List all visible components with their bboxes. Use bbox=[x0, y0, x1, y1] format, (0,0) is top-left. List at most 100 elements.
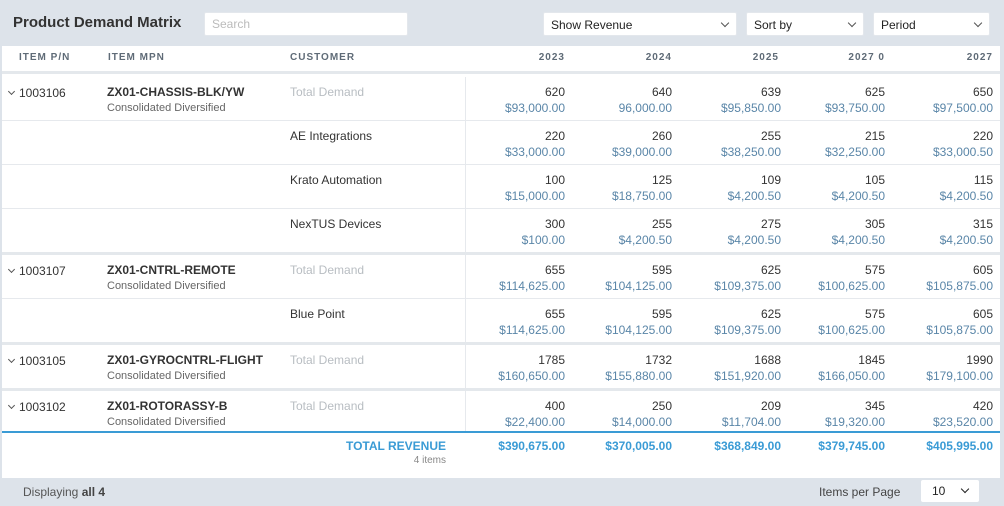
chevron-down-icon[interactable] bbox=[7, 355, 16, 364]
table-row[interactable]: 1003107 ZX01-CNTRL-REMOTE Consolidated D… bbox=[2, 255, 1000, 299]
revenue-value: $93,750.00 bbox=[824, 101, 885, 115]
revenue-value: $4,200.50 bbox=[727, 233, 781, 247]
quantity-value: 655 bbox=[544, 263, 565, 277]
column-header-year[interactable]: 2027 bbox=[966, 52, 993, 63]
item-mpn: ZX01-ROTORASSY-B bbox=[107, 399, 228, 413]
chevron-down-icon bbox=[960, 484, 970, 494]
quantity-value: 605 bbox=[972, 263, 993, 277]
item-vendor: Consolidated Diversified bbox=[107, 416, 226, 428]
item-pn-cell[interactable]: 1003105 bbox=[7, 354, 66, 368]
revenue-value: $19,320.00 bbox=[824, 415, 885, 429]
chevron-down-icon bbox=[720, 18, 730, 28]
period-select[interactable]: Period bbox=[873, 12, 990, 36]
revenue-value: $23,520.00 bbox=[932, 415, 993, 429]
page-size-select[interactable]: 10 bbox=[921, 480, 979, 502]
quantity-value: 315 bbox=[972, 217, 993, 231]
search-input[interactable] bbox=[204, 12, 408, 36]
revenue-value: $104,125.00 bbox=[605, 323, 672, 337]
quantity-value: 625 bbox=[760, 307, 781, 321]
revenue-value: $4,200.50 bbox=[939, 233, 993, 247]
customer-name: Krato Automation bbox=[290, 173, 383, 187]
quantity-value: 1688 bbox=[754, 353, 781, 367]
measure-select-label: Show Revenue bbox=[551, 18, 633, 32]
sort-select[interactable]: Sort by bbox=[746, 12, 864, 36]
measure-select[interactable]: Show Revenue bbox=[543, 12, 737, 36]
column-divider bbox=[465, 121, 466, 164]
item-vendor: Consolidated Diversified bbox=[107, 370, 226, 382]
chevron-down-icon[interactable] bbox=[7, 265, 16, 274]
column-header-year[interactable]: 2027 0 bbox=[848, 52, 885, 63]
table-row[interactable]: 1003106 ZX01-CHASSIS-BLK/YW Consolidated… bbox=[2, 77, 1000, 121]
revenue-value: $4,200.50 bbox=[939, 189, 993, 203]
customer-name: Total Demand bbox=[290, 399, 365, 413]
column-header-year[interactable]: 2024 bbox=[645, 52, 672, 63]
quantity-value: 255 bbox=[760, 129, 781, 143]
quantity-value: 275 bbox=[760, 217, 781, 231]
revenue-value: $155,880.00 bbox=[605, 369, 672, 383]
quantity-value: 1732 bbox=[645, 353, 672, 367]
quantity-value: 605 bbox=[972, 307, 993, 321]
table-row[interactable]: AE Integrations 220 $33,000.00 260 $39,0… bbox=[2, 121, 1000, 165]
quantity-value: 1845 bbox=[858, 353, 885, 367]
revenue-value: $160,650.00 bbox=[498, 369, 565, 383]
sort-select-label: Sort by bbox=[754, 18, 793, 32]
revenue-value: $93,000.00 bbox=[504, 101, 565, 115]
revenue-value: $100,625.00 bbox=[818, 279, 885, 293]
quantity-value: 400 bbox=[544, 399, 565, 413]
items-per-page-label: Items per Page bbox=[819, 485, 901, 499]
item-count: 4 items bbox=[413, 455, 446, 466]
revenue-value: $32,250.00 bbox=[824, 145, 885, 159]
revenue-value: $100,625.00 bbox=[818, 323, 885, 337]
quantity-value: 255 bbox=[651, 217, 672, 231]
revenue-value: $14,000.00 bbox=[611, 415, 672, 429]
total-revenue-label: TOTAL REVENUE bbox=[345, 439, 446, 453]
revenue-value: $4,200.50 bbox=[831, 233, 885, 247]
revenue-value: $151,920.00 bbox=[714, 369, 781, 383]
quantity-value: 125 bbox=[651, 173, 672, 187]
revenue-value: $39,000.00 bbox=[611, 145, 672, 159]
column-header-item-pn[interactable]: ITEM P/N bbox=[19, 52, 71, 63]
column-divider bbox=[465, 255, 466, 298]
chevron-down-icon[interactable] bbox=[7, 87, 16, 96]
item-pn-cell[interactable]: 1003107 bbox=[7, 264, 66, 278]
item-mpn: ZX01-GYROCNTRL-FLIGHT bbox=[107, 353, 263, 367]
table-row[interactable]: 1003105 ZX01-GYROCNTRL-FLIGHT Consolidat… bbox=[2, 345, 1000, 391]
chevron-down-icon[interactable] bbox=[7, 401, 16, 410]
column-divider bbox=[465, 165, 466, 208]
column-header-year[interactable]: 2023 bbox=[538, 52, 565, 63]
revenue-value: $4,200.50 bbox=[831, 189, 885, 203]
table-row[interactable]: NexTUS Devices 300 $100.00 255 $4,200.50… bbox=[2, 209, 1000, 255]
table-row[interactable]: 1003102 ZX01-ROTORASSY-B Consolidated Di… bbox=[2, 391, 1000, 431]
revenue-value: $100.00 bbox=[521, 233, 565, 247]
quantity-value: 640 bbox=[651, 85, 672, 99]
revenue-value: $97,500.00 bbox=[932, 101, 993, 115]
column-header-year[interactable]: 2025 bbox=[752, 52, 779, 63]
table-row[interactable]: Blue Point 655 $114,625.00 595 $104,125.… bbox=[2, 299, 1000, 345]
item-pn-cell[interactable]: 1003102 bbox=[7, 400, 66, 414]
total-revenue-value: $368,849.00 bbox=[714, 439, 781, 453]
column-header-customer[interactable]: CUSTOMER bbox=[290, 52, 356, 63]
customer-name: NexTUS Devices bbox=[290, 217, 382, 231]
quantity-value: 215 bbox=[864, 129, 885, 143]
chevron-down-icon bbox=[847, 18, 857, 28]
quantity-value: 105 bbox=[864, 173, 885, 187]
page-size-value: 10 bbox=[932, 484, 946, 498]
quantity-value: 345 bbox=[864, 399, 885, 413]
revenue-value: $18,750.00 bbox=[611, 189, 672, 203]
quantity-value: 260 bbox=[651, 129, 672, 143]
quantity-value: 1785 bbox=[538, 353, 565, 367]
column-header-item-mpn[interactable]: ITEM MPN bbox=[108, 52, 165, 63]
chevron-down-icon bbox=[973, 18, 983, 28]
page-title: Product Demand Matrix bbox=[13, 14, 182, 31]
quantity-value: 1990 bbox=[966, 353, 993, 367]
total-revenue-value: $405,995.00 bbox=[926, 439, 993, 453]
quantity-value: 620 bbox=[544, 85, 565, 99]
quantity-value: 595 bbox=[651, 263, 672, 277]
quantity-value: 650 bbox=[972, 85, 993, 99]
revenue-value: $4,200.50 bbox=[727, 189, 781, 203]
revenue-value: $104,125.00 bbox=[605, 279, 672, 293]
table-row[interactable]: Krato Automation 100 $15,000.00 125 $18,… bbox=[2, 165, 1000, 209]
quantity-value: 625 bbox=[760, 263, 781, 277]
revenue-value: $4,200.50 bbox=[618, 233, 672, 247]
item-pn-cell[interactable]: 1003106 bbox=[7, 86, 66, 100]
